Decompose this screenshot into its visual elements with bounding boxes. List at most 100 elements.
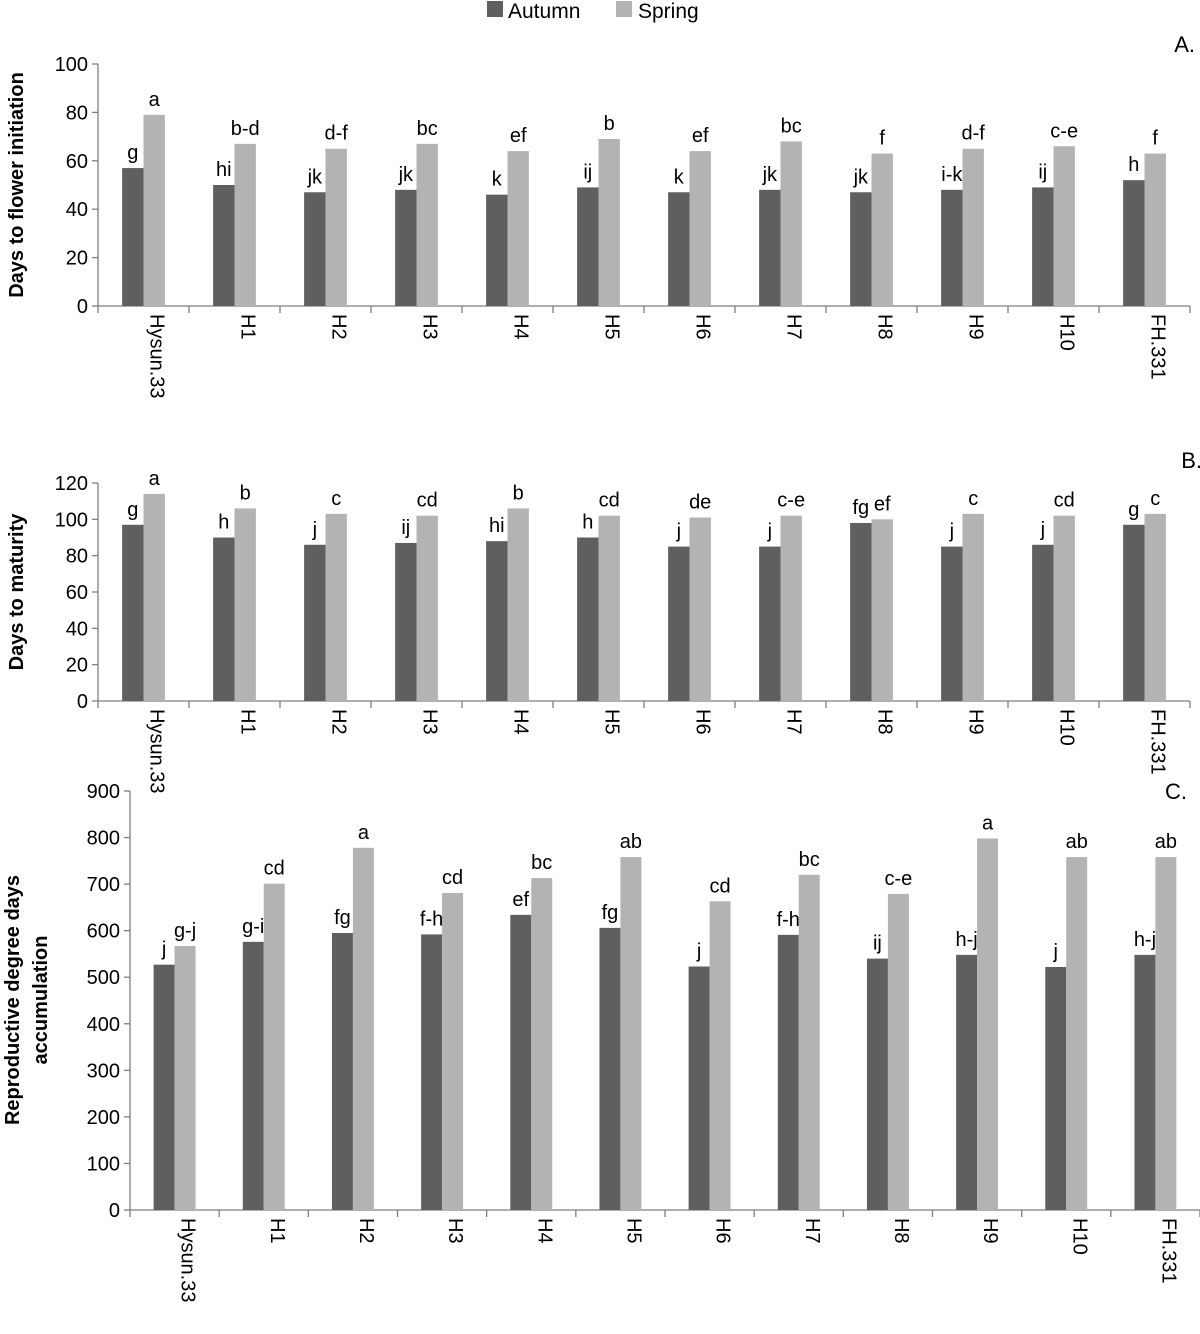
x-tick-label: H6 [692, 709, 714, 735]
bar-spring [1144, 153, 1166, 306]
significance-label-spring: a [358, 822, 370, 844]
y-tick-label: 60 [66, 582, 88, 604]
bar-spring [143, 114, 165, 306]
significance-label-autumn: fg [852, 497, 869, 519]
y-tick-label: 0 [109, 1200, 120, 1222]
bar-spring [689, 151, 711, 306]
bar-spring [1053, 515, 1075, 701]
significance-label-spring: cd [1054, 490, 1075, 512]
x-tick-label: H10 [1056, 314, 1078, 351]
y-tick-label: 40 [66, 199, 88, 221]
bar-spring [1066, 857, 1088, 1210]
x-tick-label: FH.331 [1157, 1218, 1179, 1284]
bar-autumn [304, 192, 326, 306]
legend: Autumn Spring [487, 0, 699, 23]
bar-autumn [122, 168, 144, 306]
chart-panel-1: 020406080100gaHysun.33hib-dH1jkd-fH2jkbc… [6, 32, 1195, 399]
bar-autumn [668, 192, 690, 306]
significance-label-autumn: fg [602, 902, 619, 924]
bar-spring [709, 901, 731, 1210]
bar-autumn [304, 544, 326, 701]
x-tick-label: H8 [890, 1218, 912, 1244]
x-tick-label: H9 [979, 1218, 1001, 1244]
significance-label-autumn: g [127, 499, 138, 521]
significance-label-spring: ab [620, 831, 642, 853]
significance-label-autumn: h [582, 512, 593, 534]
bar-autumn [577, 537, 599, 701]
y-axis-title: Days to maturity [6, 513, 28, 671]
bar-spring [143, 493, 165, 701]
significance-label-autumn: k [492, 169, 503, 191]
bar-spring [263, 883, 285, 1210]
y-tick-label: 20 [66, 248, 88, 270]
x-tick-label: H8 [874, 314, 896, 340]
bar-spring [887, 893, 909, 1210]
bar-autumn [759, 546, 781, 701]
bar-spring [962, 513, 984, 701]
y-tick-label: 300 [87, 1060, 120, 1082]
bar-autumn [510, 914, 532, 1210]
y-tick-label: 400 [87, 1014, 120, 1036]
bar-spring [442, 892, 464, 1210]
legend-label-autumn: Autumn [508, 0, 580, 23]
bar-autumn [486, 541, 508, 701]
significance-label-spring: c [968, 488, 978, 510]
bar-autumn [577, 187, 599, 306]
significance-label-spring: c-e [884, 868, 912, 890]
significance-label-autumn: ij [401, 517, 410, 539]
x-tick-label: H4 [533, 1218, 555, 1244]
significance-label-autumn: j [1053, 941, 1058, 963]
significance-label-spring: b [604, 113, 615, 135]
legend-label-spring: Spring [638, 0, 699, 23]
bar-autumn [599, 927, 621, 1210]
bar-autumn [1134, 954, 1156, 1210]
bar-autumn [1123, 180, 1145, 306]
x-tick-label: H9 [965, 314, 987, 340]
bar-autumn [941, 546, 963, 701]
significance-label-spring: ef [692, 125, 709, 147]
x-tick-label: H1 [237, 709, 259, 735]
significance-label-spring: cd [599, 490, 620, 512]
significance-label-autumn: h-j [1134, 929, 1156, 951]
bar-spring [325, 148, 347, 306]
significance-label-autumn: h-j [955, 929, 977, 951]
significance-label-autumn: j [949, 521, 954, 543]
x-tick-label: H2 [328, 709, 350, 735]
significance-label-autumn: jk [398, 164, 414, 186]
bar-spring [507, 151, 529, 306]
x-tick-label: H4 [510, 314, 532, 340]
significance-label-spring: cd [442, 867, 463, 889]
bar-spring [780, 141, 802, 306]
bar-spring [871, 519, 893, 701]
significance-label-autumn: g-i [242, 916, 264, 938]
significance-label-autumn: f-h [420, 908, 443, 930]
bar-spring [977, 838, 999, 1210]
significance-label-spring: bc [531, 852, 552, 874]
bar-autumn [850, 192, 872, 306]
significance-label-autumn: i-k [941, 164, 963, 186]
y-tick-label: 80 [66, 102, 88, 124]
bar-autumn [395, 542, 417, 701]
x-tick-label: H1 [237, 314, 259, 340]
x-tick-label: H3 [444, 1218, 466, 1244]
significance-label-autumn: j [767, 521, 772, 543]
x-tick-label: Hysun.33 [177, 1218, 199, 1303]
significance-label-autumn: g [127, 142, 138, 164]
y-tick-label: 200 [87, 1107, 120, 1129]
bar-autumn [941, 189, 963, 306]
bar-autumn [331, 932, 353, 1210]
significance-label-spring: b-d [231, 118, 260, 140]
significance-label-spring: cd [417, 490, 438, 512]
bar-autumn [956, 954, 978, 1210]
significance-label-spring: a [149, 468, 161, 490]
significance-label-autumn: j [1040, 519, 1045, 541]
significance-label-autumn: ij [583, 161, 592, 183]
y-axis-title: Reproductive degree days accumulation [2, 875, 52, 1125]
significance-label-spring: c [331, 488, 341, 510]
y-tick-label: 100 [55, 509, 88, 531]
bar-spring [871, 153, 893, 306]
y-axis-title-line: Reproductive degree days [2, 875, 24, 1125]
bar-spring [174, 946, 196, 1210]
bar-spring [798, 874, 820, 1210]
